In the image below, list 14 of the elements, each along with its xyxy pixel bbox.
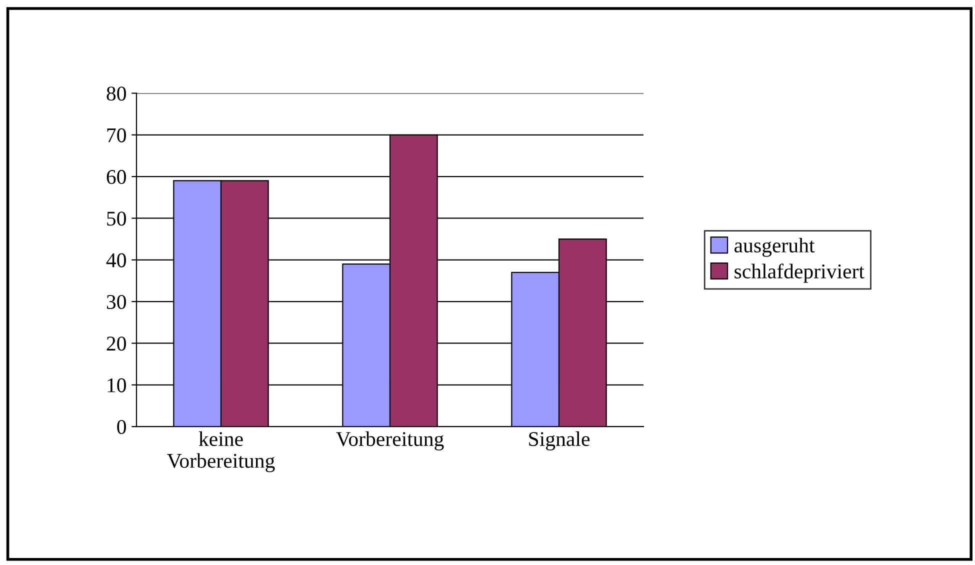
y-tick-label: 70 <box>107 128 126 142</box>
y-tick-label: 60 <box>106 170 126 184</box>
x-tick-label: Vorbereitung <box>336 431 444 450</box>
y-tick-label: 10 <box>108 378 126 392</box>
y-tick-label: 50 <box>107 212 126 226</box>
y-tick-label: 40 <box>106 253 126 268</box>
legend-label: ausgeruht <box>734 238 815 257</box>
legend-label: schlafdepriviert <box>734 264 864 283</box>
y-tick-label: 80 <box>106 86 126 101</box>
y-tick-label: 0 <box>117 420 126 434</box>
x-tick-label: Signale <box>529 431 590 450</box>
y-tick-label: 20 <box>106 336 126 351</box>
x-tick-label: keine Vorbereitung <box>167 431 275 472</box>
y-tick-label: 30 <box>106 294 126 309</box>
